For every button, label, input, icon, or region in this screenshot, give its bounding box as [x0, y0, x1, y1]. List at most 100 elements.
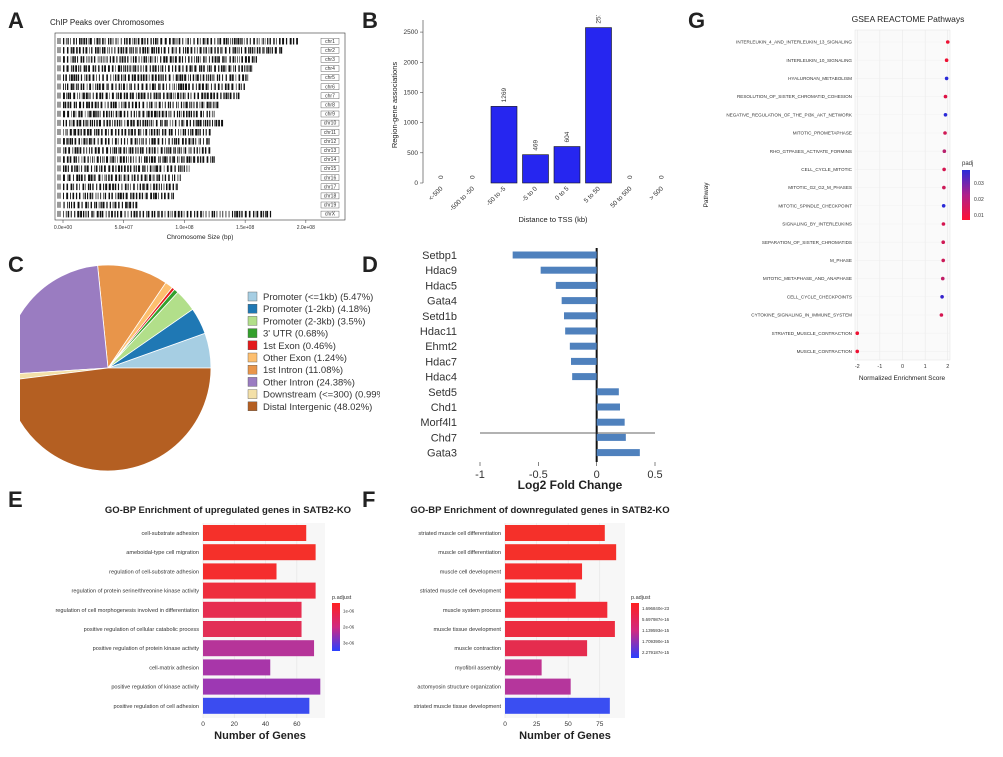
peak-mark [215, 83, 216, 90]
peak-mark [167, 101, 170, 109]
peak-mark [128, 74, 130, 81]
chromosome-label: chr2 [325, 48, 335, 54]
peak-mark [81, 38, 83, 45]
peak-mark [141, 156, 142, 163]
peak-mark [151, 47, 154, 54]
peak-mark [151, 147, 153, 154]
peak-mark [75, 38, 77, 45]
peak-mark [73, 183, 75, 191]
peak-mark [193, 147, 195, 154]
peak-mark [81, 201, 83, 209]
y-tick-label: 1000 [404, 120, 419, 127]
peak-mark [161, 110, 164, 118]
peak-mark [66, 192, 69, 200]
peak-mark [114, 47, 116, 54]
peak-mark [91, 138, 93, 145]
chromosome-ideogram [57, 47, 61, 54]
peak-mark [86, 56, 87, 63]
peak-mark [96, 74, 97, 81]
x-tick-label: 60 [293, 721, 301, 728]
peak-mark [147, 92, 149, 100]
peak-mark [89, 47, 90, 54]
chromosome-ideogram [57, 147, 61, 154]
chromosome-track: chr7 [57, 92, 340, 100]
peak-mark [209, 119, 211, 127]
peak-mark [168, 129, 171, 136]
peak-mark [171, 192, 173, 200]
peak-mark [197, 129, 199, 136]
peak-mark [190, 129, 192, 136]
peak-mark [92, 83, 94, 90]
peak-mark [140, 74, 142, 81]
peak-mark [106, 119, 109, 127]
peak-mark [267, 47, 270, 54]
peak-mark [151, 83, 155, 90]
x-tick-label: 1.0e+08 [175, 225, 193, 231]
peak-mark [146, 183, 149, 191]
peak-mark [221, 83, 223, 90]
x-tick-label: > 500 [648, 185, 665, 202]
peak-mark [72, 119, 75, 127]
peak-mark [141, 83, 144, 90]
peak-mark [192, 138, 195, 145]
peak-mark [143, 129, 144, 136]
peak-mark [130, 47, 132, 54]
peak-mark [163, 56, 165, 63]
peak-mark [87, 192, 89, 200]
peak-mark [125, 47, 128, 54]
peak-mark [137, 129, 140, 136]
peak-mark [153, 138, 156, 145]
peak-mark [235, 74, 237, 81]
x-tick-label: 0 [503, 721, 507, 728]
peak-mark [244, 65, 246, 72]
peak-mark [73, 83, 75, 90]
pathway-label: MITOTIC_PROMETAPHASE [793, 131, 852, 136]
peak-mark [161, 65, 164, 72]
peak-mark [245, 65, 247, 72]
peak-mark [63, 147, 64, 154]
peak-mark [64, 101, 67, 109]
peak-mark [186, 156, 189, 163]
peak-mark [194, 56, 195, 63]
peak-mark [115, 110, 118, 118]
peak-mark [208, 129, 211, 136]
peak-mark [155, 92, 158, 100]
peak-mark [168, 47, 170, 54]
data-point [941, 204, 946, 208]
peak-mark [67, 110, 70, 118]
peak-mark [82, 192, 84, 200]
peak-mark [211, 210, 214, 218]
peak-mark [275, 38, 277, 45]
peak-mark [67, 38, 69, 45]
peak-mark [202, 74, 205, 81]
peak-mark [95, 65, 97, 72]
peak-mark [134, 138, 137, 145]
peak-mark [73, 201, 76, 209]
peak-mark [171, 47, 174, 54]
peak-mark [255, 56, 257, 63]
peak-mark [177, 210, 180, 218]
peak-mark [182, 165, 184, 172]
peak-mark [145, 138, 147, 145]
chromosome-label: chr7 [325, 93, 335, 99]
peak-mark [174, 210, 177, 218]
peak-mark [205, 56, 207, 63]
peak-mark [246, 38, 248, 45]
peak-mark [166, 156, 168, 163]
peak-mark [100, 165, 103, 172]
peak-mark [166, 119, 168, 127]
peak-mark [102, 83, 105, 90]
chromosome-label: chr5 [325, 75, 335, 81]
peak-mark [164, 38, 167, 45]
peak-mark [289, 38, 292, 45]
y-tick-label: 2500 [404, 29, 419, 36]
peak-mark [180, 101, 183, 109]
legend-tick-label: 0.02 [974, 197, 984, 203]
peak-mark [96, 183, 98, 191]
peak-mark [92, 92, 94, 100]
peak-mark [184, 83, 188, 90]
peak-mark [146, 192, 148, 200]
peak-mark [174, 65, 177, 72]
data-point [944, 76, 949, 81]
peak-mark [83, 156, 86, 163]
